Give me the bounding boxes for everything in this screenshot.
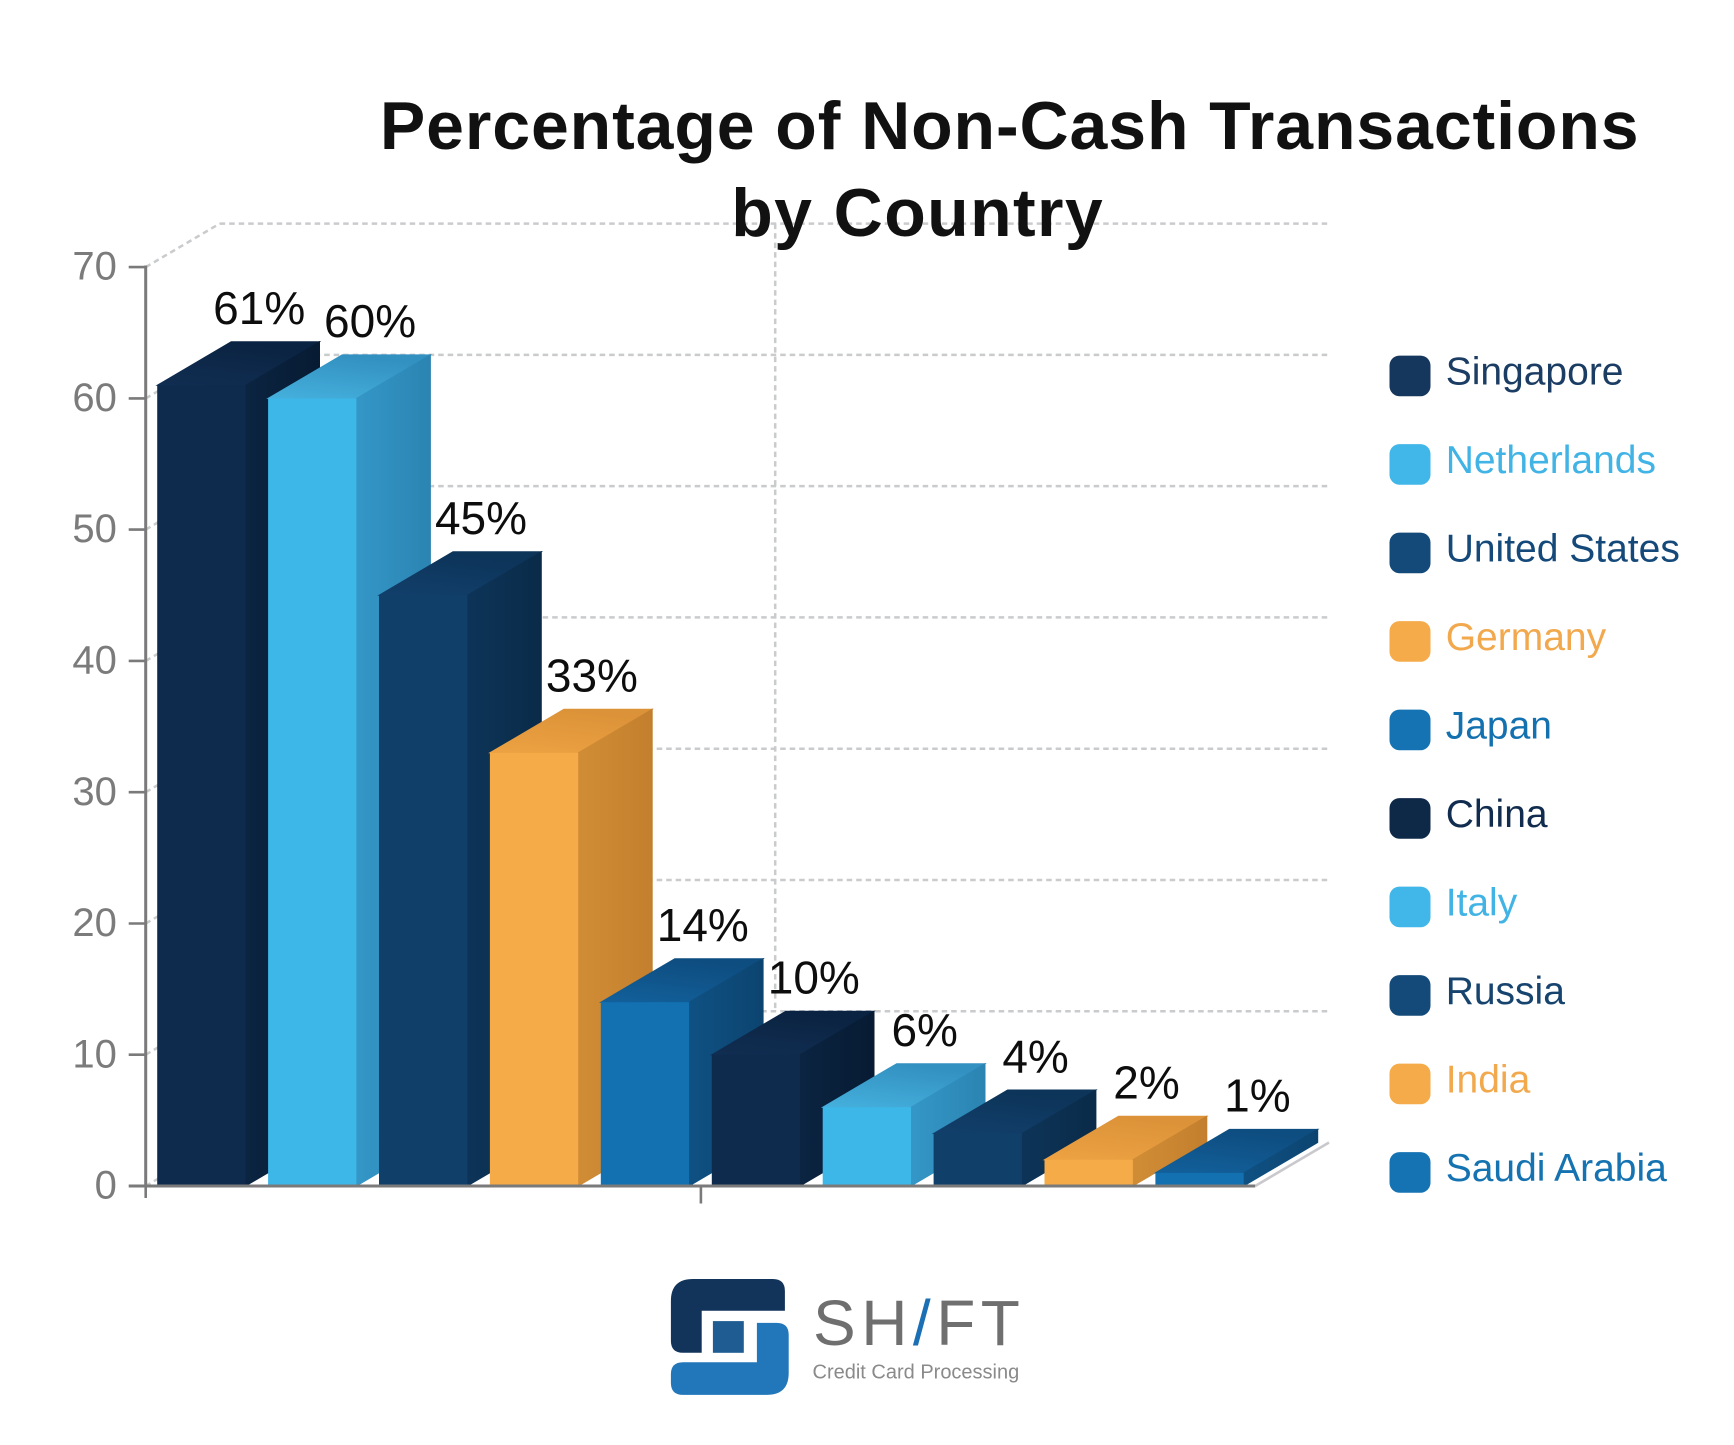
svg-text:United States: United States xyxy=(1446,528,1680,571)
svg-text:Germany: Germany xyxy=(1446,616,1607,659)
svg-text:Russia: Russia xyxy=(1446,970,1566,1013)
svg-text:61%: 61% xyxy=(213,282,305,334)
svg-text:Netherlands: Netherlands xyxy=(1446,439,1656,482)
svg-text:China: China xyxy=(1446,793,1548,836)
svg-text:Japan: Japan xyxy=(1446,705,1552,748)
svg-text:Italy: Italy xyxy=(1446,882,1518,925)
svg-text:Credit Card Processing: Credit Card Processing xyxy=(813,1361,1020,1383)
svg-text:20: 20 xyxy=(72,901,117,945)
svg-text:50: 50 xyxy=(72,507,117,551)
svg-text:4%: 4% xyxy=(1002,1030,1068,1082)
svg-text:6%: 6% xyxy=(891,1004,957,1056)
svg-text:Percentage of Non-Cash Transac: Percentage of Non-Cash Transactions xyxy=(380,88,1640,164)
svg-text:33%: 33% xyxy=(546,650,638,702)
svg-text:60: 60 xyxy=(72,376,117,420)
svg-text:40: 40 xyxy=(72,639,117,683)
svg-text:1%: 1% xyxy=(1224,1070,1290,1122)
svg-text:2%: 2% xyxy=(1113,1057,1179,1109)
svg-text:Saudi Arabia: Saudi Arabia xyxy=(1446,1147,1667,1190)
svg-text:45%: 45% xyxy=(435,492,527,544)
svg-text:30: 30 xyxy=(72,770,117,814)
svg-text:India: India xyxy=(1446,1059,1531,1102)
svg-text:10: 10 xyxy=(72,1032,117,1076)
svg-text:by Country: by Country xyxy=(731,175,1104,251)
svg-text:60%: 60% xyxy=(324,295,416,347)
svg-text:70: 70 xyxy=(72,245,117,289)
svg-text:10%: 10% xyxy=(768,952,860,1004)
svg-text:Singapore: Singapore xyxy=(1446,351,1624,394)
svg-text:SH/FT: SH/FT xyxy=(813,1287,1025,1359)
svg-text:14%: 14% xyxy=(657,899,749,951)
svg-text:0: 0 xyxy=(95,1164,117,1208)
